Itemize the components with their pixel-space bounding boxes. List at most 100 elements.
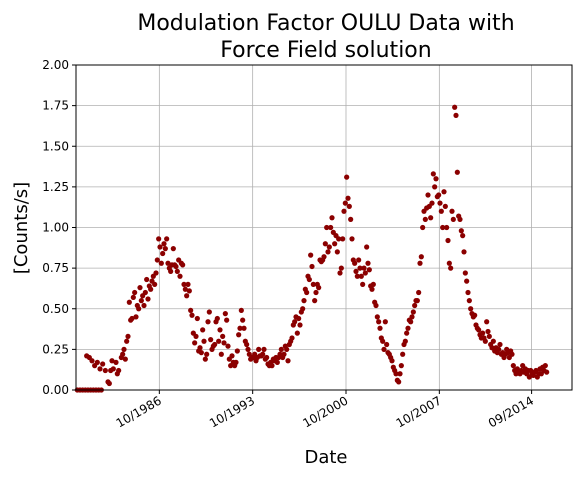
data-point (222, 311, 228, 317)
y-tick-label: 0.75 (42, 261, 69, 275)
data-point (369, 286, 375, 292)
data-point (468, 306, 474, 312)
data-point (244, 341, 250, 348)
data-point (381, 346, 387, 352)
data-point (148, 286, 154, 292)
data-point (336, 236, 342, 242)
data-point (269, 363, 275, 369)
data-point (393, 371, 399, 377)
data-point (353, 268, 359, 274)
data-point (400, 351, 406, 357)
data-point (234, 348, 240, 354)
data-point (357, 265, 363, 271)
data-point (153, 270, 159, 276)
data-point (264, 354, 270, 361)
data-point (206, 309, 212, 315)
data-point (170, 246, 176, 252)
data-point (464, 278, 470, 284)
data-point (241, 325, 247, 331)
data-point (294, 330, 300, 336)
data-point (396, 379, 402, 385)
data-point (156, 236, 162, 242)
data-point (405, 325, 411, 331)
data-point (461, 249, 467, 255)
data-point (194, 315, 200, 322)
data-point (476, 327, 482, 333)
data-point (296, 315, 302, 322)
data-point (161, 241, 167, 247)
data-point (189, 312, 195, 318)
data-point (364, 244, 370, 250)
data-point (212, 341, 218, 348)
data-point (220, 333, 226, 339)
data-point (165, 260, 171, 266)
data-point (300, 306, 306, 312)
data-point (304, 289, 310, 296)
data-point (138, 298, 144, 304)
data-point (200, 327, 206, 333)
data-point (542, 363, 548, 369)
data-point (397, 371, 403, 377)
data-point (345, 195, 351, 201)
data-point (408, 319, 414, 325)
data-point (202, 356, 208, 362)
data-point (450, 216, 456, 222)
chart-title-line-1: Modulation Factor OULU Data with (137, 11, 514, 36)
data-point (436, 192, 442, 198)
data-point (154, 257, 160, 263)
data-point (141, 302, 147, 309)
data-point (261, 346, 267, 352)
data-point (120, 351, 126, 357)
data-point (422, 216, 428, 222)
data-point (362, 270, 368, 276)
data-point (417, 260, 423, 266)
data-point (312, 298, 318, 304)
data-point (164, 236, 170, 242)
data-point (110, 366, 116, 372)
data-point (482, 338, 488, 344)
data-point (377, 325, 383, 331)
data-point (338, 265, 344, 271)
data-point (285, 358, 291, 364)
data-point (440, 224, 446, 231)
data-point (204, 351, 210, 357)
data-point (160, 250, 166, 257)
data-point (184, 293, 190, 299)
data-point (274, 359, 280, 365)
data-point (360, 281, 366, 287)
data-point (380, 338, 386, 344)
data-point (346, 203, 352, 209)
y-tick-label: 1.25 (42, 180, 69, 194)
data-point (349, 236, 355, 242)
data-point (414, 298, 420, 304)
data-point (158, 260, 164, 266)
data-point (113, 359, 119, 365)
data-point (496, 346, 502, 352)
data-point (144, 276, 150, 283)
data-point (332, 241, 338, 247)
data-point (177, 273, 183, 279)
data-point (457, 216, 463, 222)
data-point (245, 346, 251, 352)
data-point (376, 319, 382, 325)
data-point (224, 317, 230, 323)
data-points (74, 104, 550, 393)
data-point (485, 328, 491, 335)
data-point (130, 294, 136, 300)
data-point (453, 112, 459, 118)
data-point (289, 335, 295, 341)
data-point (328, 224, 334, 231)
data-point (216, 338, 222, 344)
y-tick-label: 0.00 (42, 383, 69, 397)
data-point (325, 249, 331, 255)
data-point (124, 338, 130, 344)
data-point (432, 184, 438, 190)
data-point (366, 267, 372, 273)
data-point (185, 281, 191, 287)
data-point (429, 200, 435, 206)
data-point (449, 208, 455, 214)
data-point (237, 325, 243, 331)
data-point (437, 200, 443, 206)
